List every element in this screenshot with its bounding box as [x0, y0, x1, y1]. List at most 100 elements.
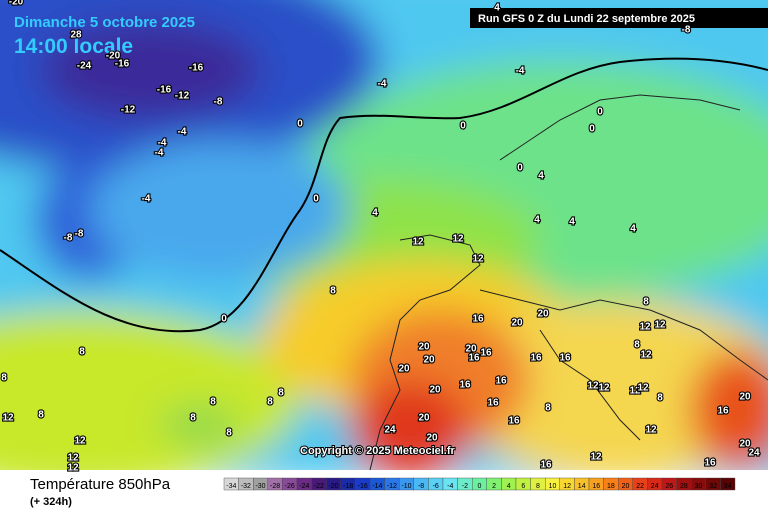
contour-label: 8 — [1, 373, 7, 384]
contour-label: 8 — [545, 403, 551, 414]
contour-label: 16 — [495, 376, 507, 387]
field-title: Température 850hPa — [30, 476, 171, 493]
scale-label: 8 — [536, 483, 540, 490]
run-info: Run GFS 0 Z du Lundi 22 septembre 2025 — [478, 13, 695, 25]
contour-label: 20 — [423, 355, 435, 366]
scale-label: -24 — [299, 483, 309, 490]
contour-label: 4 — [630, 224, 636, 235]
scale-label: -34 — [226, 483, 236, 490]
contour-label: -4 — [516, 66, 525, 77]
scale-label: 26 — [665, 483, 673, 490]
contour-label: -8 — [75, 229, 84, 240]
contour-label: 4 — [372, 208, 378, 219]
contour-label: -4 — [142, 194, 151, 205]
scale-label: 24 — [651, 483, 659, 490]
contour-label: -4 — [155, 148, 164, 159]
contour-label: -4 — [158, 138, 167, 149]
contour-label: 0 — [221, 314, 227, 325]
contour-label: -16 — [157, 85, 172, 96]
contour-label: 16 — [530, 353, 542, 364]
contour-label: 0 — [517, 163, 523, 174]
contour-label: 16 — [704, 458, 716, 469]
color-scale: -34 -32 -30 -28 -26 -24 -22 -20 -18 -16 -14 -12 -10-… — [223, 477, 736, 491]
scale-label: -4 — [447, 483, 453, 490]
contour-label: 16 — [540, 460, 552, 471]
scale-label: 20 — [622, 483, 630, 490]
contour-label: 20 — [429, 385, 441, 396]
contour-label: 4 — [534, 215, 540, 226]
contour-label: 8 — [190, 413, 196, 424]
run-box — [470, 8, 768, 28]
contour-label: -16 — [189, 63, 204, 74]
contour-label: 12 — [645, 425, 657, 436]
contour-label: 12 — [640, 350, 652, 361]
contour-label: -4 — [378, 79, 387, 90]
scale-label: -20 — [328, 483, 338, 490]
scale-label: -26 — [285, 483, 295, 490]
contour-label: -12 — [175, 91, 190, 102]
scale-swatch — [720, 477, 736, 491]
scale-label: -28 — [270, 483, 280, 490]
contour-label: 0 — [460, 121, 466, 132]
contour-label: 20 — [465, 344, 477, 355]
scale-label: 32 — [709, 483, 717, 490]
contour-label: 0 — [597, 107, 603, 118]
contour-label: 8 — [657, 393, 663, 404]
contour-label: 8 — [643, 297, 649, 308]
scale-label: -8 — [418, 483, 424, 490]
contour-label: 0 — [589, 124, 595, 135]
scale-label: -32 — [241, 483, 251, 490]
contour-label: 16 — [468, 353, 480, 364]
contour-label: 12 — [472, 254, 484, 265]
scale-label: 0 — [478, 483, 482, 490]
footer-band — [0, 470, 768, 512]
contour-label: -4 — [178, 127, 187, 138]
scale-label: 16 — [592, 483, 600, 490]
contour-label: -12 — [121, 105, 136, 116]
contour-label: 12 — [654, 320, 666, 331]
contour-label: 12 — [412, 237, 424, 248]
scale-label: 4 — [507, 483, 511, 490]
scale-label: 22 — [636, 483, 644, 490]
contour-label: 8 — [278, 388, 284, 399]
copyright: Copyright © 2025 Meteociel.fr — [300, 445, 456, 457]
contour-label: 20 — [739, 392, 751, 403]
contour-label: 8 — [38, 410, 44, 421]
contour-label: 28 — [70, 30, 82, 41]
contour-label: 20 — [739, 439, 751, 450]
contour-label: 16 — [472, 314, 484, 325]
scale-label: 12 — [563, 483, 571, 490]
contour-label: 16 — [717, 406, 729, 417]
contour-label: 16 — [459, 380, 471, 391]
coastlines — [0, 57, 768, 333]
scale-label: -10 — [401, 483, 411, 490]
contour-label: 16 — [559, 353, 571, 364]
contour-label: 0 — [297, 119, 303, 130]
scale-label: -30 — [255, 483, 265, 490]
scale-label: 18 — [607, 483, 615, 490]
contour-label: -8 — [64, 233, 73, 244]
contour-label: 12 — [598, 383, 610, 394]
contour-label: 12 — [67, 463, 79, 474]
borders — [369, 94, 768, 471]
contour-label: 8 — [634, 340, 640, 351]
contour-label: 8 — [330, 286, 336, 297]
contour-label: 0 — [313, 194, 319, 205]
contour-label: 4 — [494, 3, 500, 14]
contour-label: -8 — [214, 97, 223, 108]
scale-label: -12 — [387, 483, 397, 490]
contour-label: 8 — [79, 347, 85, 358]
contour-label: 16 — [508, 416, 520, 427]
contour-label: 12 — [637, 383, 649, 394]
scale-label: 14 — [578, 483, 586, 490]
contour-label: -24 — [77, 61, 92, 72]
contour-label: 8 — [210, 397, 216, 408]
valid-time: 14:00 locale — [14, 35, 133, 58]
contour-label: -20 — [106, 51, 121, 62]
contour-label: 20 — [426, 433, 438, 444]
scale-label: -14 — [372, 483, 382, 490]
scale-label: -18 — [343, 483, 353, 490]
contour-label: 24 — [748, 448, 760, 459]
scale-label: -2 — [462, 483, 468, 490]
contour-label: 20 — [418, 342, 430, 353]
